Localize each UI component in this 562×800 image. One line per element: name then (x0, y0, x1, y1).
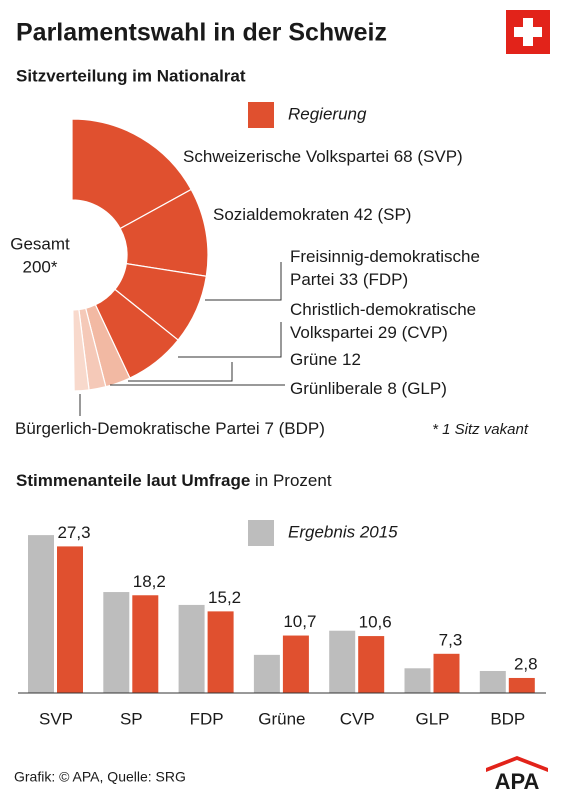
x-tick-label: GLP (415, 709, 449, 728)
leader-line (205, 262, 282, 301)
leader-line (178, 322, 282, 358)
slice-value: 8 (387, 379, 396, 398)
bar (253, 654, 280, 693)
bar (433, 653, 460, 693)
value-label: 27,3 (57, 523, 90, 542)
slice-name: Grüne (290, 350, 337, 369)
value-label: 2,8 (514, 654, 538, 673)
bar-title: Stimmenanteile laut Umfrage in Prozent (16, 471, 332, 490)
slice-name: Bürgerlich-Demokratische Partei (15, 419, 260, 438)
slice-name: Sozialdemokraten (213, 205, 349, 224)
slice-value: 12 (342, 350, 361, 369)
x-tick-label: Grüne (258, 709, 305, 728)
legend-label: Regierung (288, 104, 367, 123)
x-tick-label: FDP (190, 709, 224, 728)
slice-label: Bürgerlich-Demokratische Partei 7 (BDP) (15, 419, 325, 438)
center-label: Gesamt (10, 234, 70, 253)
bar (57, 546, 83, 693)
source: Grafik: © APA, Quelle: SRG (14, 769, 186, 785)
slice-value: 68 (394, 147, 413, 166)
slice-name: Grünliberale (290, 379, 383, 398)
bar (282, 635, 309, 693)
legend-label: Ergebnis 2015 (288, 522, 398, 541)
legend-swatch (248, 102, 274, 128)
slice-abbr: (SVP) (417, 147, 462, 166)
slice-label: Christlich-demokratische Volkspartei 29 (… (290, 300, 476, 342)
bar (479, 670, 506, 693)
slice-abbr: (CVP) (402, 323, 448, 342)
x-tick-label: CVP (340, 709, 375, 728)
bar (508, 677, 535, 693)
bar (358, 636, 385, 693)
slice-name: Christlich-demokratische (290, 300, 476, 319)
value-label: 18,2 (133, 572, 166, 591)
value-label: 10,6 (359, 613, 392, 632)
slice-name: Schweizerische Volkspartei (183, 147, 389, 166)
x-tick-label: SVP (39, 709, 73, 728)
value-label: 15,2 (208, 588, 241, 607)
x-tick-label: BDP (490, 709, 525, 728)
slice-label: Freisinnig-demokratische Partei 33 (FDP) (290, 247, 480, 289)
slice-abbr: (SP) (377, 205, 411, 224)
swiss-flag (506, 10, 550, 54)
logo-text: APA (495, 769, 540, 794)
slice-value: 7 (264, 419, 273, 438)
bar (28, 535, 54, 693)
slice-abbr: (FDP) (363, 270, 408, 289)
bar (329, 630, 356, 693)
bar (404, 668, 431, 693)
donut-title: Sitzverteilung im Nationalrat (16, 66, 246, 85)
bar-title-main: Stimmenanteile laut Umfrage (16, 471, 250, 490)
x-tick-label: SP (120, 709, 143, 728)
slice-name: Volkspartei (290, 323, 373, 342)
slice-value: 33 (339, 270, 358, 289)
slice-label: Grünliberale 8 (GLP) (290, 379, 447, 398)
note: * 1 Sitz vakant (432, 421, 529, 438)
slice-label: Grüne 12 (290, 350, 361, 369)
logo: APA (486, 756, 548, 794)
bar (132, 595, 159, 693)
bar (103, 592, 130, 693)
slice-label: Sozialdemokraten 42 (SP) (213, 205, 411, 224)
leader-line (128, 362, 233, 382)
slice-label: Schweizerische Volkspartei 68 (SVP) (183, 147, 463, 166)
slice-abbr: (BDP) (279, 419, 325, 438)
center-total: 200* (23, 257, 58, 276)
donut-slice (71, 118, 192, 230)
value-label: 7,3 (439, 630, 463, 649)
slice-abbr: (GLP) (402, 379, 447, 398)
bar (207, 611, 234, 693)
slice-name: Freisinnig-demokratische (290, 247, 480, 266)
slice-name: Partei (290, 270, 334, 289)
slice-value: 42 (354, 205, 373, 224)
slice-value: 29 (378, 323, 397, 342)
legend-swatch (248, 520, 274, 546)
bar-subtitle: in Prozent (255, 471, 332, 490)
donut-slice (72, 308, 90, 392)
title: Parlamentswahl in der Schweiz (16, 19, 387, 47)
value-label: 10,7 (283, 612, 316, 631)
bar (178, 604, 205, 693)
